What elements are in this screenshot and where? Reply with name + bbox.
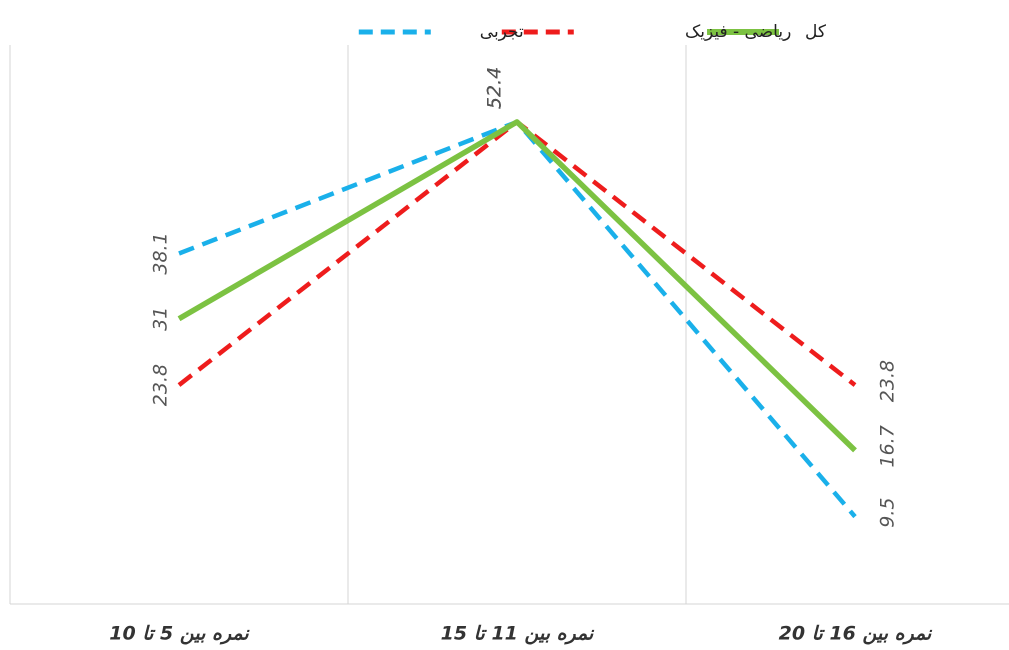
- data-label: 23.8: [150, 364, 172, 406]
- data-label: 23.8: [877, 360, 899, 402]
- x-tick-label: نمره بین 11 تا 15: [441, 623, 595, 645]
- series-line: [177, 119, 857, 387]
- legend-label: کل: [805, 22, 827, 42]
- x-tick-label: نمره بین 16 تا 20: [779, 623, 933, 645]
- data-label: 38.1: [150, 232, 172, 274]
- data-label: 31: [150, 307, 172, 331]
- data-label: 52.4: [484, 67, 506, 109]
- series-line: [178, 119, 857, 519]
- legend-label: ریاضی - فیزیک: [685, 22, 791, 42]
- series-line: [177, 119, 857, 453]
- legend-label: تجربی: [480, 22, 524, 42]
- data-label: 9.5: [877, 497, 899, 527]
- x-tick-label: نمره بین 5 تا 10: [109, 623, 250, 645]
- data-label: 52.4: [484, 67, 506, 109]
- data-label: 52.4: [484, 67, 506, 109]
- data-label: 16.7: [877, 425, 899, 467]
